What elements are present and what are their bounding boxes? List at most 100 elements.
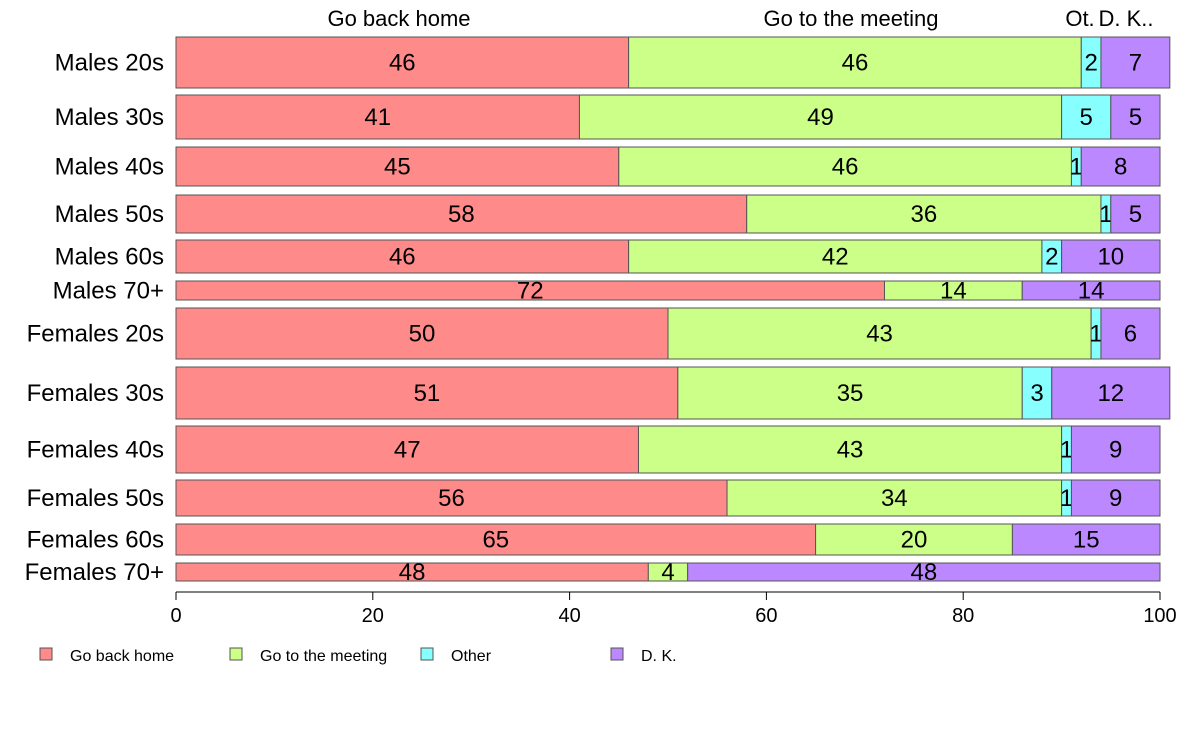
bar-segment-go-back-home xyxy=(175,425,639,474)
bar-segment-go-back-home xyxy=(175,146,620,187)
data-label: 46 xyxy=(832,154,859,181)
legend-label-other: Other xyxy=(451,648,492,665)
category-label: Males 50s xyxy=(55,201,164,228)
data-label: 1 xyxy=(1099,201,1112,228)
data-label: 35 xyxy=(837,380,864,407)
bar-segment-d-k xyxy=(1110,94,1161,140)
data-label: 1 xyxy=(1089,321,1102,348)
bar-segment-go-to-the-meeting xyxy=(628,239,1043,274)
column-label-go-to-the-meeting: Go to the meeting xyxy=(764,6,939,31)
data-label: 46 xyxy=(842,50,869,77)
category-label: Males 20s xyxy=(55,50,164,77)
bar-segment-go-back-home xyxy=(175,94,580,140)
bar-segment-d-k xyxy=(1011,523,1161,556)
data-label: 51 xyxy=(414,380,441,407)
data-label: 45 xyxy=(384,154,411,181)
category-label: Females 30s xyxy=(27,380,164,407)
data-label: 42 xyxy=(822,244,849,271)
bar-segment-go-to-the-meeting xyxy=(746,194,1102,234)
bar-segment-d-k xyxy=(1070,425,1161,474)
bar-segment-go-back-home xyxy=(175,307,669,360)
bar-segment-d-k xyxy=(1070,479,1161,517)
column-label-go-back-home: Go back home xyxy=(327,6,470,31)
category-label: Males 70+ xyxy=(53,278,164,305)
data-label: 43 xyxy=(866,321,893,348)
data-label: 2 xyxy=(1045,244,1058,271)
data-label: 9 xyxy=(1109,485,1122,512)
x-tick-label: 60 xyxy=(755,605,777,627)
x-tick-label: 0 xyxy=(170,605,181,627)
data-label: 48 xyxy=(910,559,937,586)
data-label: 41 xyxy=(364,104,391,131)
bar-segment-go-back-home xyxy=(175,366,679,420)
data-label: 48 xyxy=(399,559,426,586)
bar-segment-go-back-home xyxy=(175,194,748,234)
data-label: 14 xyxy=(1078,278,1105,305)
bar-segment-go-to-the-meeting xyxy=(677,366,1023,420)
legend-label-go-back-home: Go back home xyxy=(70,648,174,665)
data-label: 6 xyxy=(1124,321,1137,348)
bar-segment-go-back-home xyxy=(175,239,630,274)
data-label: 46 xyxy=(389,50,416,77)
bar-segment-d-k xyxy=(1100,307,1161,360)
column-label-d-k: D. K.. xyxy=(1098,6,1153,31)
category-label: Males 40s xyxy=(55,154,164,181)
data-label: 34 xyxy=(881,485,908,512)
data-label: 12 xyxy=(1097,380,1124,407)
x-tick-label: 20 xyxy=(362,605,384,627)
data-label: 9 xyxy=(1109,437,1122,464)
data-label: 2 xyxy=(1084,50,1097,77)
bar-segment-d-k xyxy=(1021,280,1161,301)
x-tick-label: 80 xyxy=(952,605,974,627)
data-label: 72 xyxy=(517,278,544,305)
data-label: 5 xyxy=(1080,104,1093,131)
bar-segment-go-back-home xyxy=(175,36,630,89)
data-label: 15 xyxy=(1073,527,1100,554)
category-label: Females 20s xyxy=(27,321,164,348)
legend-label-d-k: D. K. xyxy=(641,648,677,665)
legend-swatch-other xyxy=(420,647,434,661)
column-label-ot: Ot. xyxy=(1065,6,1094,31)
data-label: 20 xyxy=(901,527,928,554)
data-label: 5 xyxy=(1129,201,1142,228)
bar-segment-d-k xyxy=(1051,366,1171,420)
bar-segment-go-to-the-meeting xyxy=(726,479,1063,517)
data-label: 7 xyxy=(1129,50,1142,77)
data-label: 50 xyxy=(409,321,436,348)
bar-segment-other xyxy=(1061,94,1112,140)
category-label: Females 60s xyxy=(27,527,164,554)
data-label: 10 xyxy=(1097,244,1124,271)
category-label: Females 50s xyxy=(27,485,164,512)
data-label: 58 xyxy=(448,201,475,228)
data-label: 1 xyxy=(1060,485,1073,512)
category-label: Males 30s xyxy=(55,104,164,131)
category-label: Females 40s xyxy=(27,437,164,464)
data-label: 36 xyxy=(910,201,937,228)
data-label: 56 xyxy=(438,485,465,512)
data-label: 65 xyxy=(482,527,509,554)
bar-segment-go-back-home xyxy=(175,523,817,556)
data-label: 43 xyxy=(837,437,864,464)
data-label: 1 xyxy=(1060,437,1073,464)
bar-segment-go-to-the-meeting xyxy=(667,307,1092,360)
data-label: 5 xyxy=(1129,104,1142,131)
legend-label-go-to-the-meeting: Go to the meeting xyxy=(260,648,387,665)
category-label: Females 70+ xyxy=(25,559,164,586)
data-label: 46 xyxy=(389,244,416,271)
legend-swatch-go-to-the-meeting xyxy=(229,647,243,661)
bar-segment-d-k xyxy=(1061,239,1161,274)
bar-segment-go-to-the-meeting xyxy=(578,94,1063,140)
bar-segment-go-back-home xyxy=(175,479,728,517)
x-tick-label: 100 xyxy=(1143,605,1176,627)
bar-segment-d-k xyxy=(1110,194,1161,234)
x-tick-label: 40 xyxy=(558,605,580,627)
category-label: Males 60s xyxy=(55,244,164,271)
data-label: 4 xyxy=(661,559,674,586)
data-label: 8 xyxy=(1114,154,1127,181)
legend-swatch-d-k xyxy=(610,647,624,661)
bar-segment-d-k xyxy=(687,562,1161,582)
bar-segment-d-k xyxy=(1080,146,1161,187)
data-label: 47 xyxy=(394,437,421,464)
bar-segment-d-k xyxy=(1100,36,1171,89)
